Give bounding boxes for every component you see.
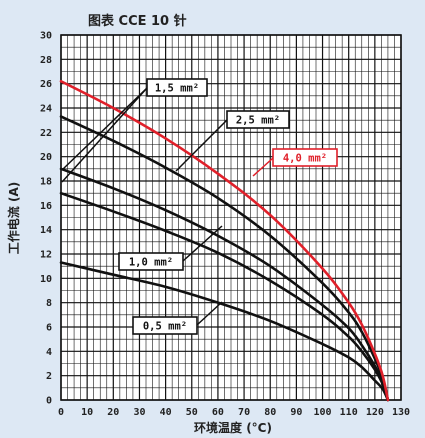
series-line — [59, 79, 390, 402]
callout-box — [146, 78, 208, 97]
y-tick-label: 6 — [46, 323, 52, 334]
callout-box — [226, 110, 290, 129]
y-tick-label: 2 — [46, 371, 52, 382]
x-tick-label: 100 — [314, 407, 332, 418]
callout-label: 0,5 mm² — [143, 321, 187, 333]
callout-box — [272, 148, 338, 167]
callout-leader — [61, 87, 148, 183]
x-tick-label: 40 — [160, 407, 172, 418]
series-lines — [59, 79, 390, 402]
y-tick-label: 22 — [40, 128, 52, 139]
x-tick-label: 50 — [186, 407, 198, 418]
x-tick-label: 110 — [340, 407, 358, 418]
callout-box — [118, 252, 184, 271]
callouts: 1,5 mm² 2,5 mm² 4,0 mm² 1,0 mm² 0,5 mm² — [61, 78, 338, 335]
x-tick-label: 20 — [107, 407, 119, 418]
x-tick-label: 60 — [212, 407, 224, 418]
series-line — [59, 115, 390, 402]
x-tick-label: 0 — [58, 407, 64, 418]
callout-label: 1,5 mm² — [155, 83, 199, 95]
y-tick-label: 4 — [46, 347, 52, 358]
series-line — [59, 167, 390, 402]
plot-border — [60, 34, 402, 401]
tick-labels: 0 10 20 30 40 50 60 70 80 90 100 110 120 130024681012… — [40, 31, 410, 419]
callout-box — [132, 316, 198, 335]
x-tick-label: 70 — [238, 407, 250, 418]
y-tick-label: 8 — [46, 298, 52, 309]
x-tick-label: 30 — [133, 407, 145, 418]
series-line — [59, 261, 390, 402]
x-tick-label: 130 — [392, 407, 410, 418]
callout-leader — [61, 87, 148, 171]
chart-title: 图表 CCE 10 针 — [88, 13, 187, 29]
x-tick-label: 90 — [290, 407, 302, 418]
callout-leader — [182, 225, 223, 262]
y-tick-label: 10 — [40, 274, 52, 285]
y-tick-label: 18 — [40, 177, 52, 188]
callout-leader — [252, 157, 274, 177]
y-tick-label: 28 — [40, 55, 52, 66]
y-tick-label: 0 — [46, 396, 52, 407]
y-tick-label: 12 — [40, 250, 52, 261]
callout-leader — [196, 301, 223, 326]
x-tick-label: 120 — [366, 407, 384, 418]
callout-leader — [175, 119, 228, 172]
y-tick-label: 26 — [40, 79, 52, 90]
grid — [60, 34, 402, 401]
x-axis-label: 环境温度 (°C) — [194, 420, 272, 435]
callout-label: 2,5 mm² — [236, 115, 280, 127]
y-tick-label: 30 — [40, 31, 52, 42]
y-tick-label: 16 — [40, 201, 52, 212]
callout-label: 4,0 mm² — [283, 153, 327, 165]
y-axis-label: 工作电流 (A) — [6, 182, 21, 254]
y-tick-label: 24 — [40, 104, 52, 115]
callout-label: 1,0 mm² — [129, 257, 173, 269]
y-tick-label: 20 — [40, 152, 52, 163]
x-tick-label: 80 — [264, 407, 276, 418]
y-tick-label: 14 — [40, 225, 52, 236]
x-tick-label: 10 — [81, 407, 93, 418]
series-line — [59, 191, 390, 402]
